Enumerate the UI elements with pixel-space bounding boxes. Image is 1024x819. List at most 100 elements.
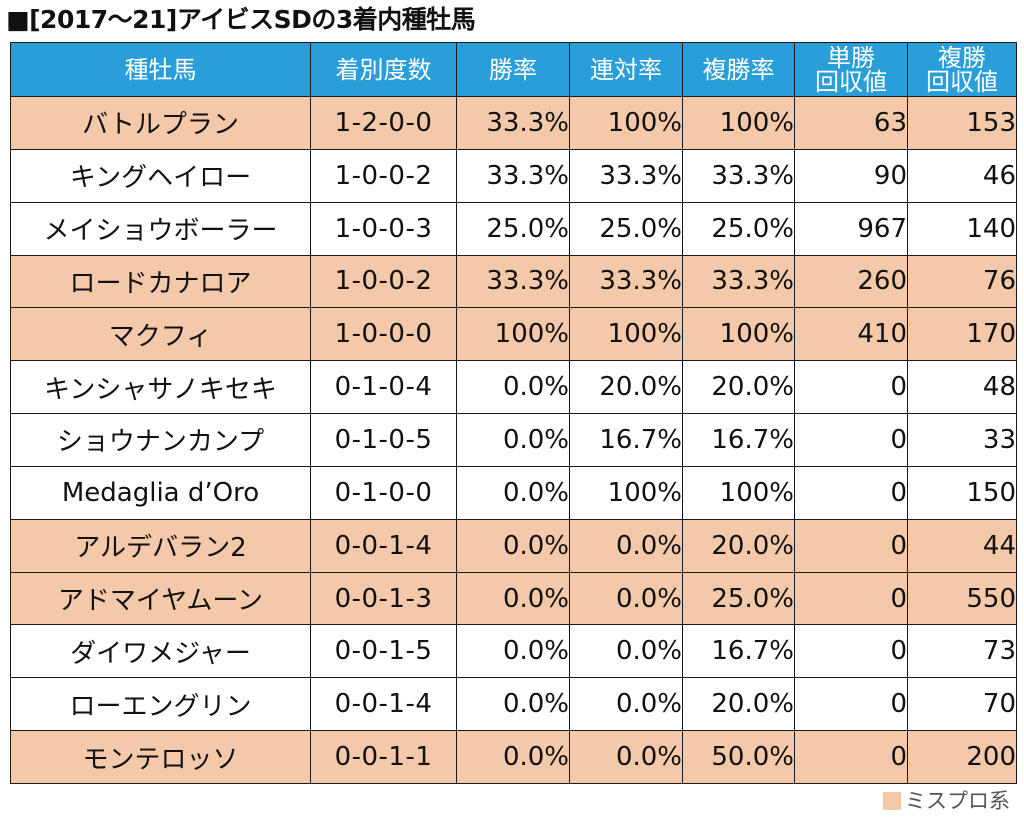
header-win-return-line1: 単勝: [827, 43, 875, 72]
table-row: Medaglia d’Oro 0-1-0-0 0.0% 100% 100% 0 150: [10, 465, 1017, 520]
legend: ミスプロ系: [883, 788, 1010, 814]
cell-win-return: 967: [794, 201, 908, 256]
cell-win-return: 0: [794, 624, 908, 679]
cell-record: 0-0-1-3: [310, 571, 457, 626]
table-row: マクフィ 1-0-0-0 100% 100% 100% 410 170: [10, 307, 1017, 362]
cell-place-return: 70: [907, 677, 1017, 732]
cell-top2-rate: 33.3%: [569, 254, 683, 309]
cell-place-return: 150: [907, 465, 1017, 520]
cell-sire: バトルプラン: [10, 96, 311, 150]
cell-top2-rate: 0.0%: [569, 624, 683, 679]
cell-top3-rate: 25.0%: [682, 201, 795, 256]
cell-sire: アルデバラン2: [10, 518, 311, 573]
sire-stats-table: 種牡馬 着別度数 勝率 連対率 複勝率 単勝 回収値 複勝 回収値 バトルプラン 1-…: [10, 42, 1017, 784]
cell-sire: アドマイヤムーン: [10, 571, 311, 626]
cell-top3-rate: 100%: [682, 96, 795, 150]
cell-win-return: 0: [794, 360, 908, 415]
cell-top2-rate: 100%: [569, 96, 683, 150]
table-body: バトルプラン 1-2-0-0 33.3% 100% 100% 63 153 キングヘイロー 1-…: [10, 96, 1017, 784]
cell-record: 1-0-0-2: [310, 254, 457, 309]
cell-sire: ローエングリン: [10, 677, 311, 732]
cell-win-return: 260: [794, 254, 908, 309]
cell-top2-rate: 20.0%: [569, 360, 683, 415]
cell-top3-rate: 20.0%: [682, 677, 795, 732]
legend-swatch: [883, 792, 901, 810]
cell-win-rate: 0.0%: [456, 465, 570, 520]
table-header-row: 種牡馬 着別度数 勝率 連対率 複勝率 単勝 回収値 複勝 回収値: [10, 42, 1017, 97]
cell-record: 0-0-1-5: [310, 624, 457, 679]
cell-record: 0-1-0-5: [310, 413, 457, 467]
cell-place-return: 170: [907, 307, 1017, 362]
cell-record: 1-2-0-0: [310, 96, 457, 150]
cell-top3-rate: 33.3%: [682, 148, 795, 203]
cell-place-return: 73: [907, 624, 1017, 679]
cell-win-rate: 33.3%: [456, 254, 570, 309]
cell-top2-rate: 0.0%: [569, 677, 683, 732]
cell-win-return: 0: [794, 730, 908, 784]
cell-top2-rate: 16.7%: [569, 413, 683, 467]
cell-win-return: 90: [794, 148, 908, 203]
cell-win-return: 0: [794, 465, 908, 520]
table-row: アドマイヤムーン 0-0-1-3 0.0% 0.0% 25.0% 0 550: [10, 571, 1017, 626]
cell-place-return: 140: [907, 201, 1017, 256]
cell-top2-rate: 25.0%: [569, 201, 683, 256]
cell-win-rate: 0.0%: [456, 730, 570, 784]
cell-top3-rate: 20.0%: [682, 360, 795, 415]
cell-win-rate: 0.0%: [456, 518, 570, 573]
cell-top3-rate: 20.0%: [682, 518, 795, 573]
cell-sire: キンシャサノキセキ: [10, 360, 311, 415]
page-title: ■[2017～21]アイビスSDの3着内種牡馬: [6, 5, 476, 34]
table-row: キングヘイロー 1-0-0-2 33.3% 33.3% 33.3% 90 46: [10, 148, 1017, 203]
cell-sire: モンテロッソ: [10, 730, 311, 784]
cell-win-return: 0: [794, 518, 908, 573]
header-win-return: 単勝 回収値: [794, 42, 908, 97]
cell-record: 0-1-0-4: [310, 360, 457, 415]
cell-place-return: 153: [907, 96, 1017, 150]
cell-top3-rate: 50.0%: [682, 730, 795, 784]
cell-record: 1-0-0-3: [310, 201, 457, 256]
cell-top3-rate: 16.7%: [682, 413, 795, 467]
cell-top2-rate: 0.0%: [569, 518, 683, 573]
cell-win-rate: 33.3%: [456, 96, 570, 150]
cell-win-return: 0: [794, 413, 908, 467]
cell-top2-rate: 0.0%: [569, 730, 683, 784]
cell-sire: キングヘイロー: [10, 148, 311, 203]
cell-win-rate: 0.0%: [456, 413, 570, 467]
cell-win-return: 0: [794, 677, 908, 732]
table-row: アルデバラン2 0-0-1-4 0.0% 0.0% 20.0% 0 44: [10, 518, 1017, 573]
cell-sire: ロードカナロア: [10, 254, 311, 309]
cell-sire: ダイワメジャー: [10, 624, 311, 679]
header-place-return-line1: 複勝: [938, 43, 986, 72]
cell-record: 1-0-0-0: [310, 307, 457, 362]
cell-place-return: 76: [907, 254, 1017, 309]
cell-win-rate: 25.0%: [456, 201, 570, 256]
cell-win-return: 410: [794, 307, 908, 362]
cell-record: 0-0-1-4: [310, 518, 457, 573]
table-row: メイショウボーラー 1-0-0-3 25.0% 25.0% 25.0% 967 140: [10, 201, 1017, 256]
table-row: ローエングリン 0-0-1-4 0.0% 0.0% 20.0% 0 70: [10, 677, 1017, 732]
cell-record: 0-0-1-1: [310, 730, 457, 784]
header-sire: 種牡馬: [10, 42, 311, 97]
cell-win-rate: 100%: [456, 307, 570, 362]
cell-win-return: 0: [794, 571, 908, 626]
cell-sire: メイショウボーラー: [10, 201, 311, 256]
table-row: バトルプラン 1-2-0-0 33.3% 100% 100% 63 153: [10, 96, 1017, 150]
header-top3-rate: 複勝率: [682, 42, 795, 97]
table-row: ダイワメジャー 0-0-1-5 0.0% 0.0% 16.7% 0 73: [10, 624, 1017, 679]
cell-top3-rate: 100%: [682, 465, 795, 520]
cell-win-rate: 33.3%: [456, 148, 570, 203]
legend-label: ミスプロ系: [905, 789, 1010, 813]
cell-top2-rate: 33.3%: [569, 148, 683, 203]
header-place-return: 複勝 回収値: [907, 42, 1017, 97]
cell-sire: ショウナンカンプ: [10, 413, 311, 467]
cell-record: 0-1-0-0: [310, 465, 457, 520]
cell-win-rate: 0.0%: [456, 624, 570, 679]
cell-place-return: 200: [907, 730, 1017, 784]
cell-place-return: 48: [907, 360, 1017, 415]
table-row: ロードカナロア 1-0-0-2 33.3% 33.3% 33.3% 260 76: [10, 254, 1017, 309]
cell-record: 0-0-1-4: [310, 677, 457, 732]
header-record: 着別度数: [310, 42, 457, 97]
header-win-rate: 勝率: [456, 42, 570, 97]
table-row: モンテロッソ 0-0-1-1 0.0% 0.0% 50.0% 0 200: [10, 730, 1017, 784]
cell-win-return: 63: [794, 96, 908, 150]
